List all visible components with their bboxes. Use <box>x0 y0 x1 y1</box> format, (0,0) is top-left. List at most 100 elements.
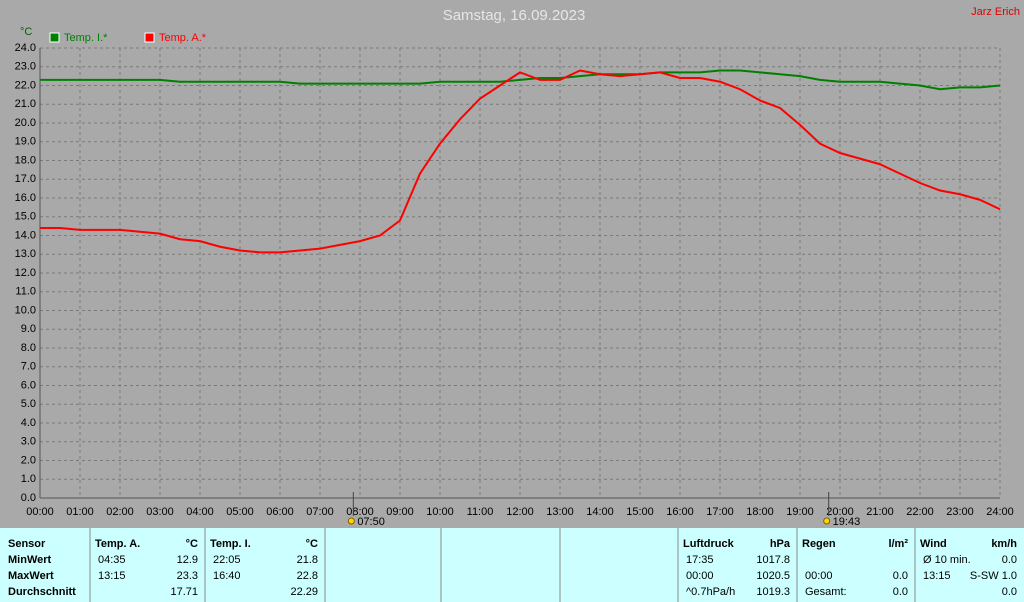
table-cell: 17.71 <box>170 586 198 598</box>
table-cell: 0.0 <box>893 570 908 582</box>
sun-icon <box>347 517 355 525</box>
y-tick-label: 6.0 <box>21 379 36 391</box>
table-cell: 00:00 <box>686 570 714 582</box>
x-tick-label: 00:00 <box>26 506 54 518</box>
table-cell: 04:35 <box>98 554 126 566</box>
x-tick-label: 05:00 <box>226 506 254 518</box>
table-cell: 1019.3 <box>756 586 790 598</box>
y-tick-label: 8.0 <box>21 342 36 354</box>
column-header: Wind <box>920 538 947 550</box>
x-tick-label: 19:00 <box>786 506 814 518</box>
table-cell: 0.0 <box>893 586 908 598</box>
x-tick-label: 22:00 <box>906 506 934 518</box>
legend-swatch <box>144 32 155 43</box>
y-tick-label: 12.0 <box>15 267 36 279</box>
x-tick-label: 02:00 <box>106 506 134 518</box>
y-tick-label: 0.0 <box>21 492 36 504</box>
y-tick-label: 17.0 <box>15 173 36 185</box>
author: Jarz Erich <box>971 6 1020 18</box>
table-cell: ^0.7hPa/h <box>686 586 735 598</box>
x-tick-label: 18:00 <box>746 506 774 518</box>
sun-icon <box>823 517 831 525</box>
table-cell: S-SW 1.0 <box>970 570 1017 582</box>
x-tick-label: 10:00 <box>426 506 454 518</box>
table-cell: 23.3 <box>177 570 198 582</box>
x-tick-label: 03:00 <box>146 506 174 518</box>
y-tick-label: 11.0 <box>15 286 36 298</box>
column-unit: l/m² <box>888 538 908 550</box>
table-cell: 17:35 <box>686 554 714 566</box>
column-header: Temp. A. <box>95 538 140 550</box>
table-row-label: Durchschnitt <box>8 586 76 598</box>
table-row-header: Sensor <box>8 538 46 550</box>
table-cell: 00:00 <box>805 570 833 582</box>
annotation: 07:50 <box>357 516 385 528</box>
x-tick-label: 21:00 <box>866 506 894 518</box>
column-header: Regen <box>802 538 836 550</box>
y-axis-label: °C <box>20 26 32 38</box>
table-row-label: MinWert <box>8 554 52 566</box>
table-cell: 13:15 <box>923 570 951 582</box>
table-cell: 13:15 <box>98 570 126 582</box>
y-tick-label: 14.0 <box>15 229 36 241</box>
table-cell: 16:40 <box>213 570 241 582</box>
y-tick-label: 1.0 <box>21 473 36 485</box>
x-tick-label: 01:00 <box>66 506 94 518</box>
x-tick-label: 11:00 <box>467 506 494 518</box>
table-cell: 22.29 <box>290 586 318 598</box>
table-cell: 0.0 <box>1002 586 1017 598</box>
y-tick-label: 19.0 <box>15 136 36 148</box>
y-tick-label: 22.0 <box>15 79 36 91</box>
y-tick-label: 18.0 <box>15 154 36 166</box>
x-tick-label: 07:00 <box>306 506 334 518</box>
table-cell: Ø 10 min. <box>923 554 971 566</box>
y-tick-label: 15.0 <box>15 211 36 223</box>
x-tick-label: 20:00 <box>826 506 854 518</box>
table-cell: 12.9 <box>177 554 198 566</box>
table-cell: 22:05 <box>213 554 241 566</box>
y-tick-label: 7.0 <box>21 361 36 373</box>
column-unit: hPa <box>770 538 791 550</box>
x-tick-label: 04:00 <box>186 506 214 518</box>
x-tick-label: 12:00 <box>506 506 534 518</box>
stats-panel <box>0 528 1024 602</box>
table-cell: Gesamt: <box>805 586 847 598</box>
table-dividers <box>89 528 916 602</box>
annotation: 19:43 <box>833 516 861 528</box>
column-unit: °C <box>306 538 318 550</box>
y-tick-label: 20.0 <box>15 117 36 129</box>
chart-title: Samstag, 16.09.2023 <box>443 7 586 24</box>
table-cell: 1017.8 <box>756 554 790 566</box>
x-tick-label: 16:00 <box>666 506 694 518</box>
legend-label: Temp. A.* <box>159 32 207 44</box>
table-cell: 21.8 <box>297 554 318 566</box>
y-tick-label: 13.0 <box>15 248 36 260</box>
y-tick-label: 2.0 <box>21 454 36 466</box>
x-tick-label: 14:00 <box>586 506 614 518</box>
x-tick-label: 17:00 <box>706 506 734 518</box>
x-tick-label: 06:00 <box>266 506 294 518</box>
x-tick-label: 15:00 <box>626 506 654 518</box>
y-tick-label: 4.0 <box>21 417 36 429</box>
column-header: Temp. I. <box>210 538 251 550</box>
x-tick-label: 09:00 <box>386 506 414 518</box>
y-tick-label: 23.0 <box>15 61 36 73</box>
y-tick-label: 16.0 <box>15 192 36 204</box>
table-cell: 0.0 <box>1002 554 1017 566</box>
column-unit: km/h <box>991 538 1017 550</box>
x-tick-label: 23:00 <box>946 506 974 518</box>
table-cell: 22.8 <box>297 570 318 582</box>
legend-label: Temp. I.* <box>64 32 108 44</box>
y-tick-label: 10.0 <box>15 304 36 316</box>
y-tick-label: 9.0 <box>21 323 36 335</box>
x-tick-label: 24:00 <box>986 506 1014 518</box>
table-row-label: MaxWert <box>8 570 54 582</box>
series-line <box>40 69 1001 91</box>
column-unit: °C <box>186 538 198 550</box>
x-tick-label: 13:00 <box>546 506 574 518</box>
table-cell: 1020.5 <box>756 570 790 582</box>
y-tick-label: 21.0 <box>15 98 36 110</box>
background <box>0 0 1024 528</box>
